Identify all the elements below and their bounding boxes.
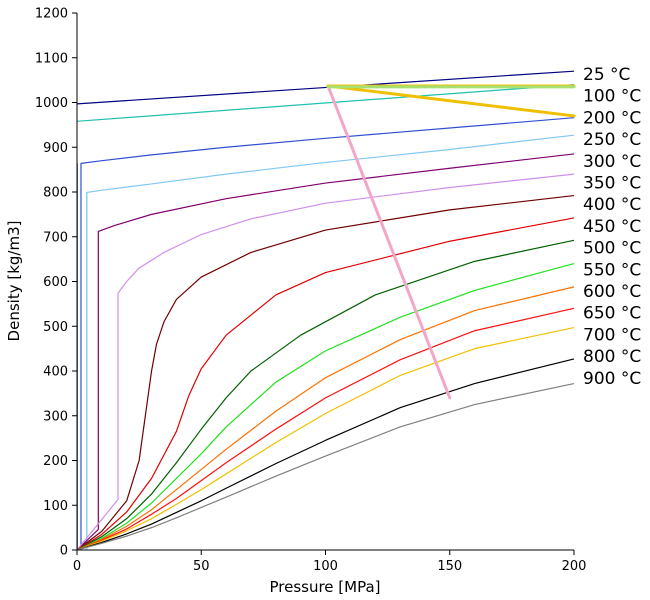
y-tick-label-900: 900 bbox=[43, 141, 68, 156]
overlay-layer bbox=[326, 84, 576, 400]
series-line-10 bbox=[76, 286, 575, 551]
y-tick-label-100: 100 bbox=[43, 499, 68, 514]
series-line-14 bbox=[76, 382, 575, 551]
series-layer bbox=[76, 70, 575, 551]
y-tick-label-500: 500 bbox=[43, 320, 68, 335]
legend-label-10: 600 °C bbox=[583, 282, 641, 302]
legend-label-8: 500 °C bbox=[583, 239, 641, 259]
legend-label-5: 350 °C bbox=[583, 174, 641, 194]
series-line-0 bbox=[76, 70, 575, 105]
legend-label-9: 550 °C bbox=[583, 260, 641, 280]
y-tick-label-0: 0 bbox=[60, 544, 68, 559]
series-line-5 bbox=[76, 173, 575, 551]
y-tick-label-600: 600 bbox=[43, 275, 68, 290]
x-tick-label-0: 0 bbox=[73, 559, 81, 574]
legend-label-14: 900 °C bbox=[583, 369, 641, 389]
legend-label-11: 650 °C bbox=[583, 304, 641, 324]
series-line-11 bbox=[76, 307, 575, 551]
series-line-13 bbox=[76, 358, 575, 551]
x-axis-title: Pressure [MPa] bbox=[269, 578, 380, 596]
series-line-7 bbox=[76, 217, 575, 551]
legend-label-4: 300 °C bbox=[583, 152, 641, 172]
series-line-12 bbox=[76, 327, 575, 551]
y-tick-label-400: 400 bbox=[43, 365, 68, 380]
series-line-1 bbox=[76, 84, 575, 122]
y-tick-label-1100: 1100 bbox=[35, 51, 68, 66]
overlay-line-1 bbox=[326, 84, 576, 118]
legend-label-6: 400 °C bbox=[583, 195, 641, 215]
legend-label-13: 800 °C bbox=[583, 347, 641, 367]
y-tick-label-800: 800 bbox=[43, 186, 68, 201]
legend-label-12: 700 °C bbox=[583, 325, 641, 345]
y-tick-label-1200: 1200 bbox=[35, 7, 68, 22]
series-line-6 bbox=[76, 194, 575, 551]
series-line-8 bbox=[76, 239, 575, 551]
y-tick-label-700: 700 bbox=[43, 230, 68, 245]
series-line-9 bbox=[76, 263, 575, 551]
legend-label-2: 200 °C bbox=[583, 108, 641, 128]
x-tick-label-200: 200 bbox=[562, 559, 587, 574]
legend-label-0: 25 °C bbox=[583, 65, 630, 85]
series-line-3 bbox=[76, 134, 575, 551]
x-tick-label-100: 100 bbox=[313, 559, 338, 574]
y-tick-label-300: 300 bbox=[43, 409, 68, 424]
y-tick-label-200: 200 bbox=[43, 454, 68, 469]
x-tick-label-150: 150 bbox=[437, 559, 462, 574]
axes-layer: 0100200300400500600700800900100011001200… bbox=[35, 7, 587, 575]
series-line-4 bbox=[76, 153, 575, 551]
y-axis-title: Density [kg/m3] bbox=[5, 221, 23, 342]
legend-label-3: 250 °C bbox=[583, 130, 641, 150]
legend-label-7: 450 °C bbox=[583, 217, 641, 237]
x-tick-label-50: 50 bbox=[193, 559, 210, 574]
overlay-line-0 bbox=[326, 84, 452, 400]
legend-label-1: 100 °C bbox=[583, 87, 641, 107]
y-tick-label-1000: 1000 bbox=[35, 96, 68, 111]
